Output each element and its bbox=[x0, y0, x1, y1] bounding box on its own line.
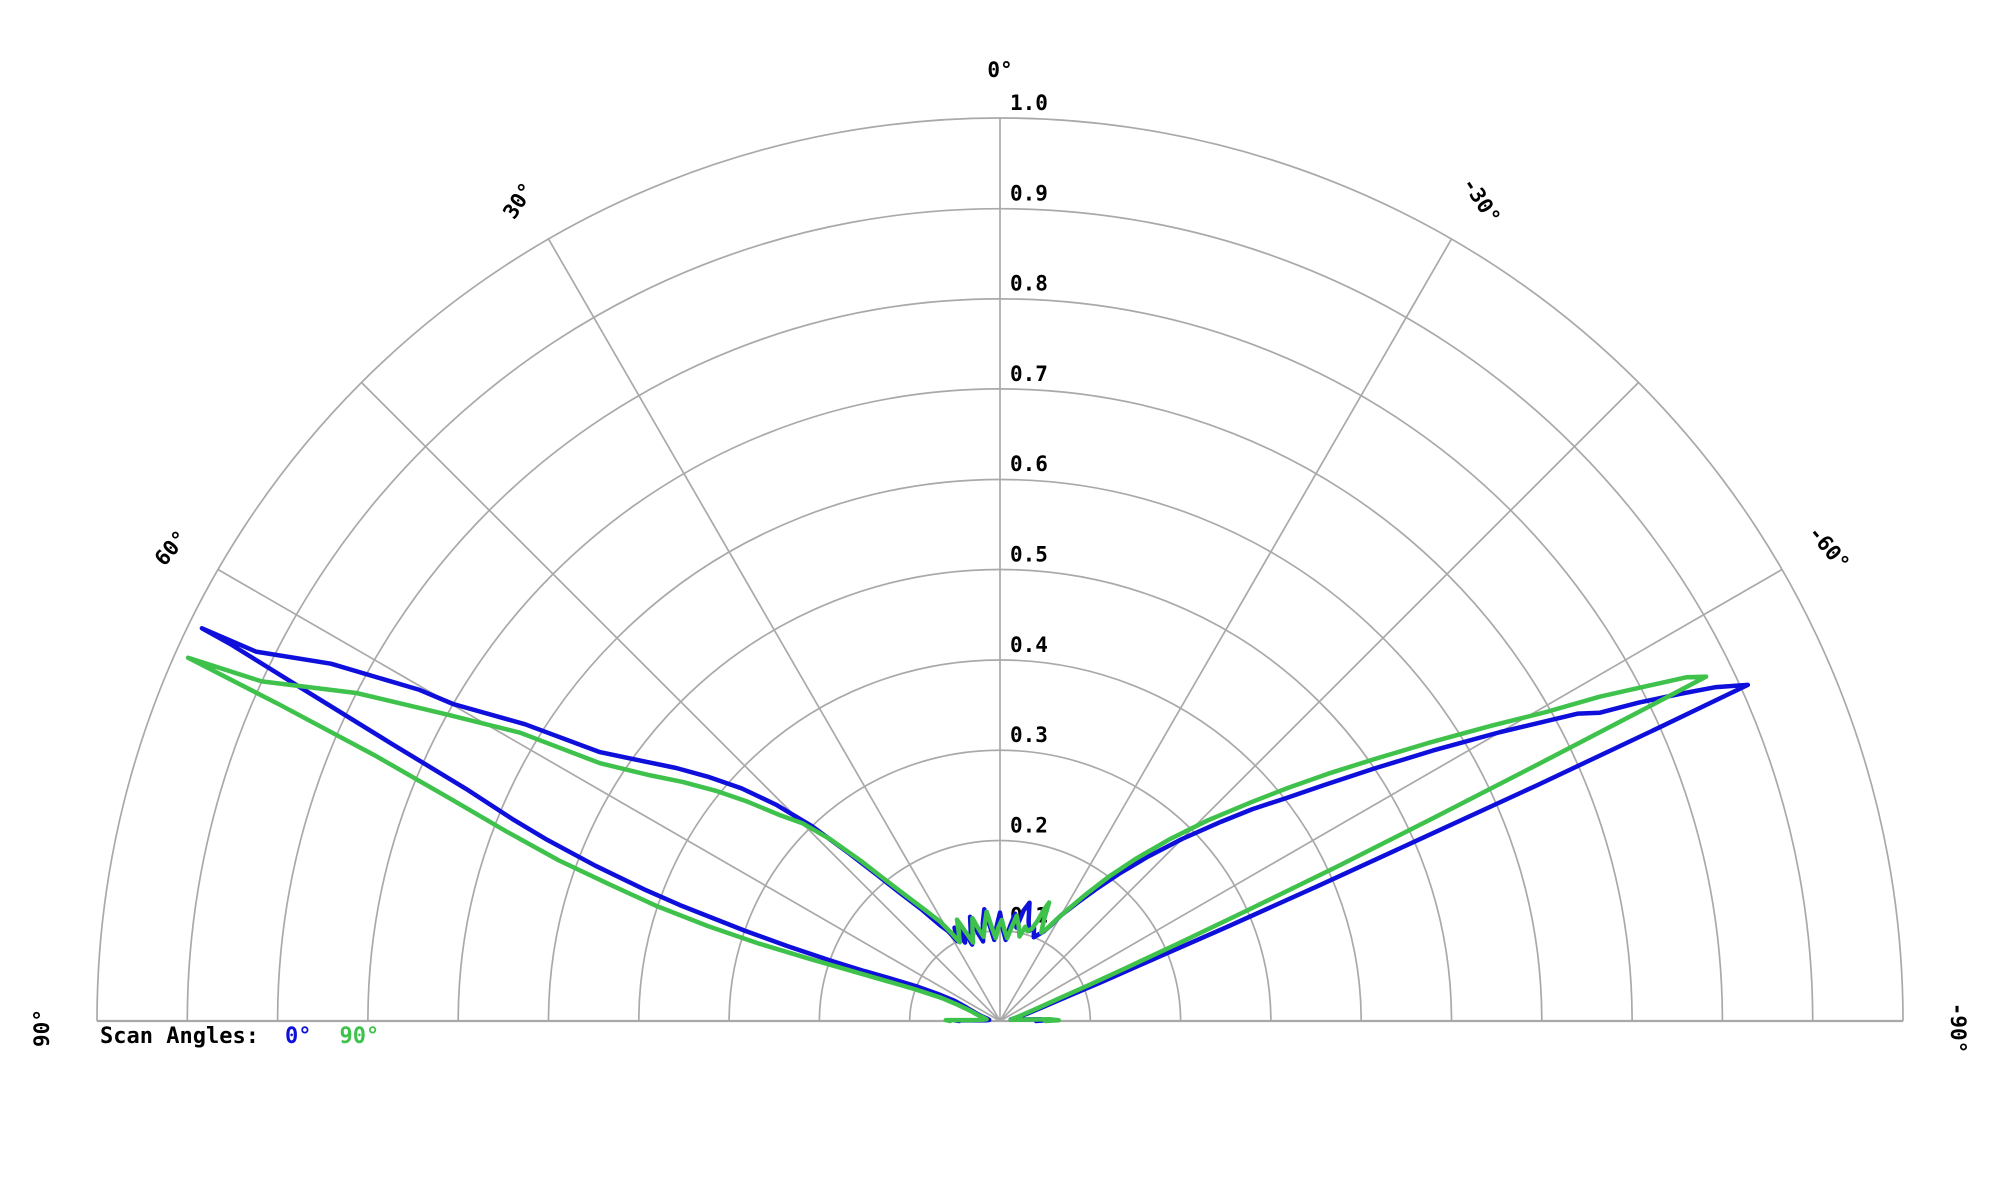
theta-tick-label: 0° bbox=[987, 58, 1012, 82]
theta-gridline-spoke bbox=[999, 568, 1783, 1022]
r-tick-label: 1.0 bbox=[1010, 91, 1048, 115]
r-tick-label: 0.9 bbox=[1010, 181, 1048, 205]
r-tick-label: 0.3 bbox=[1010, 723, 1048, 747]
r-tick-label: 0.6 bbox=[1010, 452, 1048, 476]
r-tick-label: 0.2 bbox=[1010, 813, 1048, 837]
theta-tick-label: -90° bbox=[1946, 1003, 1970, 1054]
theta-gridline-spoke bbox=[217, 568, 1001, 1022]
theta-gridline-spoke bbox=[547, 238, 1001, 1022]
theta-gridline-spoke bbox=[999, 381, 1640, 1022]
r-tick-label: 0.7 bbox=[1010, 362, 1048, 386]
legend: Scan Angles: 0° 90° bbox=[100, 1024, 379, 1049]
legend-entry-scan-0: 0° bbox=[284, 1024, 312, 1049]
legend-entry-scan-90: 90° bbox=[339, 1024, 380, 1049]
theta-tick-label: -30° bbox=[1457, 173, 1505, 228]
r-tick-label: 0.5 bbox=[1010, 543, 1048, 567]
theta-gridline-spoke bbox=[360, 381, 1001, 1022]
theta-tick-label: -60° bbox=[1803, 521, 1854, 575]
theta-tick-label: 30° bbox=[498, 178, 539, 223]
legend-title: Scan Angles: bbox=[100, 1024, 259, 1049]
r-tick-label: 0.8 bbox=[1010, 272, 1048, 296]
theta-tick-label: 60° bbox=[150, 526, 193, 570]
theta-tick-label: 90° bbox=[30, 1009, 54, 1047]
theta-gridline-spoke bbox=[999, 238, 1453, 1022]
r-tick-label: 0.4 bbox=[1010, 633, 1048, 657]
pattern-curve-scan-0 bbox=[199, 626, 1751, 1024]
pattern-curve-scan-90 bbox=[185, 655, 1709, 1024]
